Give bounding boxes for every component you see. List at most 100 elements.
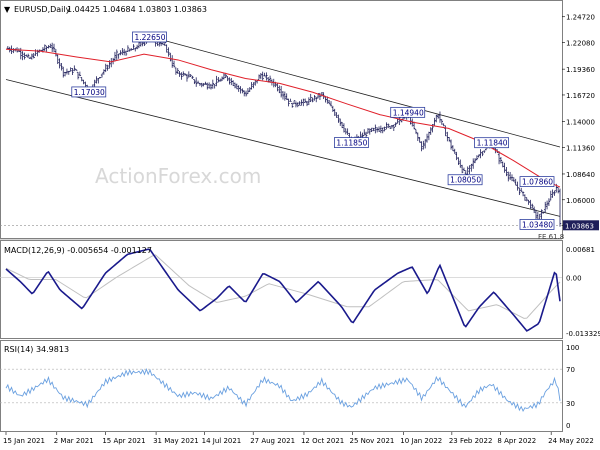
price-bar <box>374 124 377 134</box>
price-bar <box>315 96 318 103</box>
price-bar <box>187 71 191 78</box>
price-bar <box>143 42 146 47</box>
price-bar <box>329 101 333 107</box>
price-bar <box>446 131 449 142</box>
price-bar <box>285 93 288 100</box>
price-bar <box>12 48 15 54</box>
price-bar <box>121 48 124 56</box>
price-bar <box>126 45 130 52</box>
price-bar <box>233 82 237 89</box>
price-bar <box>440 119 444 125</box>
price-bar <box>115 49 118 61</box>
price-bar <box>442 123 445 127</box>
price-bar <box>182 71 185 77</box>
price-bar <box>516 181 519 191</box>
price-bar <box>327 100 331 105</box>
price-bar <box>307 97 311 106</box>
price-bar <box>110 58 113 68</box>
price-bar <box>78 71 82 77</box>
rsi-y-tick-label: 30 <box>566 400 575 408</box>
price-bar <box>279 85 283 98</box>
channel-line-upper <box>149 36 561 148</box>
price-bar <box>209 83 213 90</box>
price-bar <box>215 75 218 87</box>
price-bar <box>278 85 281 94</box>
x-tick-label: 12 Oct 2021 <box>301 437 344 445</box>
price-bar <box>204 81 207 85</box>
price-bar <box>34 49 37 56</box>
price-bar <box>499 157 503 164</box>
price-bar <box>385 122 388 130</box>
price-bar <box>416 132 420 142</box>
price-bar <box>113 51 117 62</box>
price-bar <box>503 162 506 173</box>
price-bar <box>97 77 100 84</box>
rsi-plot <box>0 368 562 412</box>
fe-level-label: FE 61.8 <box>538 233 564 241</box>
price-label-box <box>71 86 107 98</box>
price-bar <box>180 72 183 80</box>
price-bar <box>135 44 139 50</box>
price-bar <box>171 55 174 68</box>
price-bar <box>372 127 375 132</box>
price-label: 1.14940 <box>390 106 426 118</box>
price-bar <box>470 163 473 172</box>
price-bar <box>248 87 251 92</box>
price-bar <box>185 73 189 82</box>
price-bar <box>281 91 285 100</box>
price-bar <box>472 158 475 169</box>
price-bar <box>189 74 192 77</box>
price-bar <box>244 90 248 97</box>
price-label-box <box>474 137 509 149</box>
x-tick-label: 27 Aug 2021 <box>250 437 295 445</box>
price-bar <box>390 124 394 129</box>
price-bar <box>52 43 56 53</box>
price-bar <box>191 75 194 79</box>
price-bar <box>556 187 560 194</box>
price-bar <box>414 129 418 134</box>
price-bar <box>335 112 338 118</box>
price-bar <box>62 66 65 78</box>
price-bar <box>545 200 549 210</box>
price-bar <box>303 98 307 103</box>
price-y-tick-label: 1.11360 <box>566 144 595 152</box>
price-bar <box>25 54 28 57</box>
price-bar <box>313 95 316 101</box>
price-bar <box>508 171 512 181</box>
price-bar <box>117 53 120 59</box>
price-bar <box>311 97 314 103</box>
macd-panel-frame <box>0 240 563 339</box>
price-bar <box>257 74 261 80</box>
price-bar <box>23 52 26 60</box>
price-bar <box>309 93 312 103</box>
price-bar <box>69 67 72 72</box>
price-bar <box>298 101 301 106</box>
price-bar <box>381 127 384 134</box>
chart-title-arrow-icon: ▼ <box>4 5 11 14</box>
price-bar <box>468 165 471 174</box>
price-bar <box>261 71 264 81</box>
price-bar <box>532 206 536 214</box>
price-bar <box>252 82 255 89</box>
price-bar <box>134 47 137 52</box>
price-label-box <box>390 106 426 118</box>
price-bar <box>80 77 83 82</box>
price-bar <box>193 79 196 85</box>
macd-plot <box>0 248 562 332</box>
price-bar <box>346 128 349 135</box>
price-bar <box>518 187 521 196</box>
price-bar <box>425 133 429 143</box>
price-bar <box>318 92 322 101</box>
price-bar <box>124 50 128 56</box>
price-bar <box>497 151 501 165</box>
price-bar <box>207 82 211 89</box>
price-label: 1.03480 <box>519 219 555 230</box>
price-bar <box>433 117 436 127</box>
price-bar <box>331 105 335 112</box>
ohlc-readout: 1.04425 1.04684 1.03803 1.03863 <box>67 5 207 14</box>
price-bar <box>63 71 67 77</box>
price-label-text: 1.07860 <box>522 178 553 187</box>
price-bar <box>276 83 279 92</box>
price-y-tick-label: 1.24720 <box>566 14 595 22</box>
price-bar <box>453 148 456 154</box>
